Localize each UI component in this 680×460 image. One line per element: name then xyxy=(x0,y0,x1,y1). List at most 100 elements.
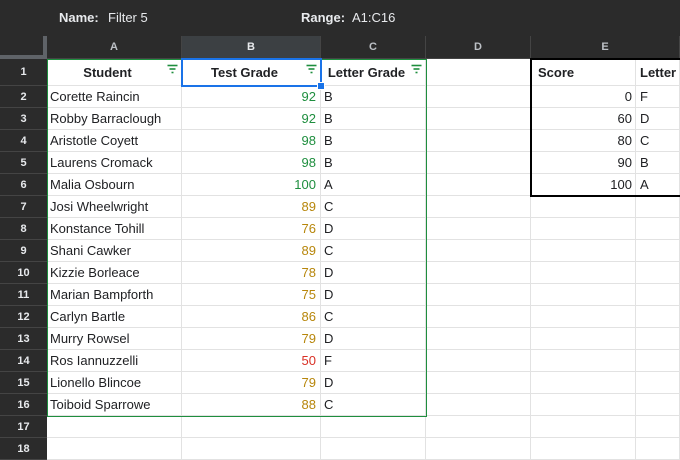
letter-grade-cell[interactable]: B xyxy=(321,108,426,130)
student-name-cell[interactable]: Lionello Blincoe xyxy=(47,372,182,394)
lookup-row[interactable]: 100 A xyxy=(531,174,680,196)
row-header-15[interactable]: 15 xyxy=(0,372,47,394)
row-header-4[interactable]: 4 xyxy=(0,130,47,152)
student-name-cell[interactable]: Murry Rowsel xyxy=(47,328,182,350)
column-header-e[interactable]: E xyxy=(531,36,680,59)
cell[interactable] xyxy=(426,438,531,460)
cell[interactable] xyxy=(531,328,680,350)
cell[interactable] xyxy=(531,284,680,306)
cell[interactable] xyxy=(531,218,680,240)
cell[interactable] xyxy=(531,416,680,438)
test-grade-cell[interactable]: 100 xyxy=(182,174,321,196)
cell[interactable] xyxy=(531,438,680,460)
filter-icon[interactable] xyxy=(306,64,317,74)
cell[interactable] xyxy=(182,438,321,460)
cell[interactable] xyxy=(426,174,531,196)
student-name-cell[interactable]: Toiboid Sparrowe xyxy=(47,394,182,416)
letter-grade-cell[interactable]: F xyxy=(321,350,426,372)
row-header-2[interactable]: 2 xyxy=(0,86,47,108)
test-grade-cell[interactable]: 79 xyxy=(182,372,321,394)
cell[interactable] xyxy=(426,306,531,328)
letter-grade-cell[interactable]: D xyxy=(321,262,426,284)
cell[interactable] xyxy=(531,394,680,416)
select-all-corner[interactable] xyxy=(0,36,47,59)
letter-grade-cell[interactable]: B xyxy=(321,152,426,174)
letter-grade-cell[interactable]: D xyxy=(321,284,426,306)
test-grade-cell[interactable]: 86 xyxy=(182,306,321,328)
cell[interactable] xyxy=(426,262,531,284)
cell[interactable] xyxy=(426,108,531,130)
cell[interactable] xyxy=(426,284,531,306)
lookup-row[interactable]: 80 C xyxy=(531,130,680,152)
column-header-a[interactable]: A xyxy=(47,36,182,59)
letter-grade-cell[interactable]: A xyxy=(321,174,426,196)
student-name-cell[interactable]: Corette Raincin xyxy=(47,86,182,108)
cell[interactable] xyxy=(182,416,321,438)
cell[interactable] xyxy=(426,372,531,394)
letter-grade-cell[interactable]: C xyxy=(321,394,426,416)
cell[interactable] xyxy=(426,86,531,108)
lookup-row[interactable]: 60 D xyxy=(531,108,680,130)
filter-name-value[interactable]: Filter 5 xyxy=(108,10,148,25)
student-name-cell[interactable]: Kizzie Borleace xyxy=(47,262,182,284)
cell[interactable] xyxy=(47,416,182,438)
test-grade-cell[interactable]: 89 xyxy=(182,196,321,218)
cell[interactable] xyxy=(531,262,680,284)
cell[interactable] xyxy=(531,372,680,394)
letter-grade-cell[interactable]: B xyxy=(321,130,426,152)
student-name-cell[interactable]: Malia Osbourn xyxy=(47,174,182,196)
cell[interactable] xyxy=(47,438,182,460)
fill-handle[interactable] xyxy=(317,82,325,90)
cell[interactable] xyxy=(531,350,680,372)
student-name-cell[interactable]: Shani Cawker xyxy=(47,240,182,262)
row-header-7[interactable]: 7 xyxy=(0,196,47,218)
letter-grade-cell[interactable]: D xyxy=(321,328,426,350)
row-header-16[interactable]: 16 xyxy=(0,394,47,416)
test-grade-cell[interactable]: 89 xyxy=(182,240,321,262)
test-grade-cell[interactable]: 76 xyxy=(182,218,321,240)
student-name-cell[interactable]: Robby Barraclough xyxy=(47,108,182,130)
student-name-cell[interactable]: Marian Bampforth xyxy=(47,284,182,306)
letter-grade-cell[interactable]: C xyxy=(321,240,426,262)
filter-range-value[interactable]: A1:C16 xyxy=(352,10,396,25)
test-grade-cell[interactable]: 92 xyxy=(182,86,321,108)
row-header-10[interactable]: 10 xyxy=(0,262,47,284)
letter-grade-cell[interactable]: B xyxy=(321,86,426,108)
spreadsheet-grid[interactable]: A B C D E 1 2 3 4 5 6 7 8 9 10 11 12 13 14 15 16 17 18 Student T… xyxy=(0,36,680,460)
student-name-cell[interactable]: Josi Wheelwright xyxy=(47,196,182,218)
header-letter-grade[interactable]: Letter Grade xyxy=(321,59,426,86)
cell[interactable] xyxy=(426,394,531,416)
filter-icon[interactable] xyxy=(411,64,422,74)
test-grade-cell[interactable]: 78 xyxy=(182,262,321,284)
cell[interactable] xyxy=(426,350,531,372)
lookup-header-row[interactable]: Score Letter xyxy=(531,59,680,86)
row-header-8[interactable]: 8 xyxy=(0,218,47,240)
letter-grade-cell[interactable]: C xyxy=(321,306,426,328)
letter-grade-cell[interactable]: C xyxy=(321,196,426,218)
cell[interactable] xyxy=(426,152,531,174)
cell[interactable] xyxy=(531,306,680,328)
cell[interactable] xyxy=(426,240,531,262)
cell[interactable] xyxy=(426,59,531,86)
cell[interactable] xyxy=(531,240,680,262)
cell[interactable] xyxy=(321,438,426,460)
row-header-1[interactable]: 1 xyxy=(0,59,47,86)
test-grade-cell[interactable]: 79 xyxy=(182,328,321,350)
cell[interactable] xyxy=(426,416,531,438)
row-header-5[interactable]: 5 xyxy=(0,152,47,174)
student-name-cell[interactable]: Laurens Cromack xyxy=(47,152,182,174)
row-header-18[interactable]: 18 xyxy=(0,438,47,460)
test-grade-cell[interactable]: 98 xyxy=(182,152,321,174)
row-header-12[interactable]: 12 xyxy=(0,306,47,328)
cell[interactable] xyxy=(426,130,531,152)
lookup-row[interactable]: 90 B xyxy=(531,152,680,174)
row-header-3[interactable]: 3 xyxy=(0,108,47,130)
cell[interactable] xyxy=(426,328,531,350)
row-header-13[interactable]: 13 xyxy=(0,328,47,350)
letter-grade-cell[interactable]: D xyxy=(321,218,426,240)
test-grade-cell[interactable]: 50 xyxy=(182,350,321,372)
student-name-cell[interactable]: Aristotle Coyett xyxy=(47,130,182,152)
column-header-b[interactable]: B xyxy=(182,36,321,59)
test-grade-cell[interactable]: 88 xyxy=(182,394,321,416)
